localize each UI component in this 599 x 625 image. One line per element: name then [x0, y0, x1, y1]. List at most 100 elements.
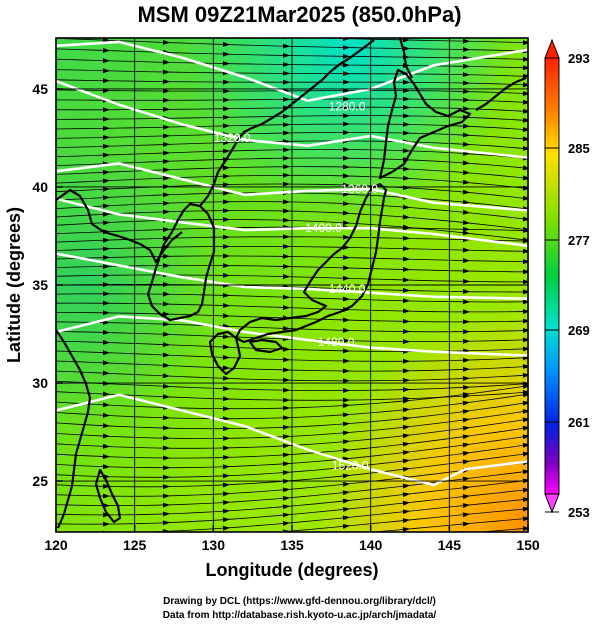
stream-arrow	[522, 425, 528, 431]
stream-arrow	[222, 244, 230, 250]
stream-arrow	[342, 412, 350, 418]
stream-arrow	[342, 368, 350, 374]
stream-arrow	[342, 255, 350, 261]
stream-arrow	[222, 182, 230, 188]
stream-arrow	[222, 140, 230, 146]
stream-arrow	[102, 350, 110, 356]
stream-arrow	[462, 434, 470, 440]
colorbar-tick-label: 253	[568, 505, 590, 520]
stream-arrow	[162, 373, 170, 379]
stream-arrow	[462, 476, 470, 482]
stream-arrow	[402, 256, 410, 262]
stream-arrow	[282, 405, 290, 411]
stream-arrow	[402, 328, 410, 334]
stream-arrow	[522, 108, 528, 114]
stream-arrow	[522, 309, 528, 315]
stream-arrow	[222, 454, 230, 460]
stream-arrow	[162, 79, 170, 85]
stream-arrow	[282, 512, 290, 518]
stream-arrow	[162, 520, 170, 526]
stream-arrow	[462, 512, 470, 518]
stream-arrow	[162, 263, 170, 269]
stream-arrow	[222, 426, 230, 432]
streamline	[56, 246, 528, 252]
stream-arrow	[102, 47, 110, 53]
streamline	[370, 517, 528, 532]
stream-arrow	[222, 51, 230, 57]
stream-arrow	[522, 65, 528, 71]
stream-arrow	[522, 40, 528, 46]
stream-arrow	[282, 520, 290, 526]
stream-arrow	[462, 72, 470, 78]
streamline	[56, 219, 528, 241]
stream-arrow	[222, 106, 230, 112]
stream-arrow	[462, 289, 470, 295]
stream-arrow	[162, 133, 170, 139]
stream-arrow	[342, 234, 350, 240]
streamline	[56, 236, 528, 243]
coastline	[56, 38, 527, 529]
y-tick-label: 30	[32, 375, 48, 391]
x-tick-label: 140	[359, 537, 383, 553]
stream-arrow	[402, 214, 410, 220]
stream-arrow	[462, 141, 470, 147]
streamline	[138, 498, 528, 532]
stream-arrow	[102, 329, 110, 335]
stream-arrow	[102, 178, 110, 184]
stream-arrow	[342, 210, 350, 216]
stream-arrow	[282, 346, 290, 352]
stream-arrow	[402, 204, 410, 210]
stream-arrow	[162, 362, 170, 368]
stream-arrow	[222, 190, 230, 196]
stream-arrow	[222, 272, 230, 278]
stream-arrow	[462, 485, 470, 491]
stream-arrow	[162, 175, 170, 181]
stream-arrow	[342, 348, 350, 354]
stream-arrow	[402, 433, 410, 439]
streamline	[56, 89, 528, 95]
stream-arrow	[462, 309, 470, 315]
colorbar-tick-label: 261	[568, 415, 590, 430]
stream-arrow	[102, 282, 110, 288]
streamline	[56, 48, 528, 60]
streamline	[56, 58, 528, 69]
stream-arrow	[462, 226, 470, 232]
stream-arrow	[343, 79, 350, 85]
stream-arrow	[342, 164, 350, 170]
stream-arrow	[402, 287, 410, 293]
streamline	[56, 444, 528, 478]
stream-arrow	[222, 79, 230, 85]
stream-arrow	[462, 425, 470, 431]
stream-arrow	[282, 263, 290, 269]
stream-arrow	[222, 500, 230, 506]
stream-arrow	[222, 199, 230, 205]
coast-honshu	[234, 182, 388, 344]
stream-arrow	[402, 398, 410, 404]
stream-arrow	[342, 146, 350, 152]
stream-arrow	[402, 458, 410, 464]
stream-arrow	[282, 96, 290, 102]
x-tick-label: 145	[438, 537, 462, 553]
stream-arrow	[522, 487, 528, 493]
stream-arrow	[162, 352, 170, 358]
stream-arrow	[162, 331, 170, 337]
stream-arrow	[222, 263, 230, 269]
streamline	[56, 470, 528, 506]
stream-arrow	[522, 409, 528, 415]
stream-arrow	[462, 132, 470, 138]
contour-label: 1520.0	[332, 458, 369, 472]
y-tick-label: 35	[32, 277, 48, 293]
stream-arrow	[342, 447, 350, 453]
stream-arrow	[462, 459, 470, 465]
stream-arrow	[163, 546, 170, 551]
stream-arrow	[282, 487, 290, 493]
contour-label: 1440.0	[329, 282, 366, 296]
stream-arrow	[342, 44, 350, 50]
stream-arrow	[522, 117, 528, 123]
coast-shikoku	[248, 338, 284, 354]
stream-arrow	[162, 511, 170, 517]
stream-arrow	[462, 80, 470, 86]
stream-arrow	[402, 175, 410, 181]
streamline	[56, 69, 528, 77]
